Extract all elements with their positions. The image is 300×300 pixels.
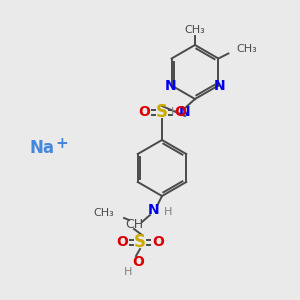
Text: O: O <box>174 105 186 119</box>
Text: Na: Na <box>29 139 55 157</box>
Text: O: O <box>116 235 128 249</box>
Text: H: H <box>164 207 172 217</box>
Text: CH₃: CH₃ <box>93 208 114 218</box>
Text: +: + <box>56 136 68 152</box>
Text: S: S <box>156 103 168 121</box>
Text: H: H <box>171 107 179 117</box>
Text: CH₃: CH₃ <box>236 44 257 55</box>
Text: S: S <box>134 233 146 251</box>
Text: N: N <box>148 203 160 217</box>
Text: O: O <box>138 105 150 119</box>
Text: N: N <box>214 79 225 92</box>
Text: N: N <box>165 79 176 92</box>
Text: CH: CH <box>125 218 143 230</box>
Text: O: O <box>132 255 144 269</box>
Text: H: H <box>124 267 132 277</box>
Text: CH₃: CH₃ <box>184 25 206 35</box>
Text: N: N <box>179 105 191 119</box>
Text: O: O <box>152 235 164 249</box>
